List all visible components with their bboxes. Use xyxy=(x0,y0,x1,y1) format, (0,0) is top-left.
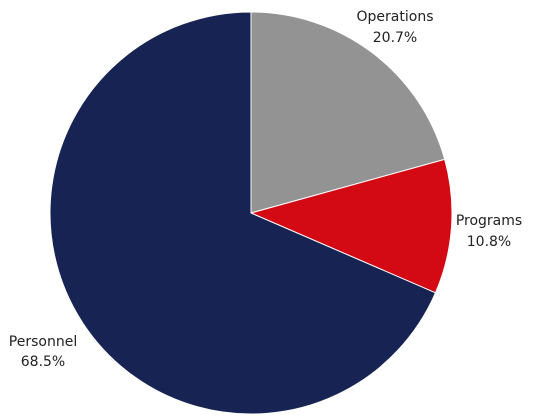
slice-value-programs: 10.8% xyxy=(467,234,511,250)
pie-slice-personnel xyxy=(49,11,437,415)
slice-value-operations: 20.7% xyxy=(373,30,417,46)
pie-labels: Operations 20.7% Programs 10.8% Personnel 68.… xyxy=(9,9,522,370)
pie-slice-operations xyxy=(250,11,446,214)
slice-value-personnel: 68.5% xyxy=(21,354,65,370)
slice-label-programs: Programs xyxy=(456,213,522,229)
pie-slice-programs xyxy=(249,158,453,294)
pie-slices xyxy=(49,11,453,415)
slice-label-personnel: Personnel xyxy=(9,334,77,350)
slice-label-operations: Operations xyxy=(357,9,434,25)
